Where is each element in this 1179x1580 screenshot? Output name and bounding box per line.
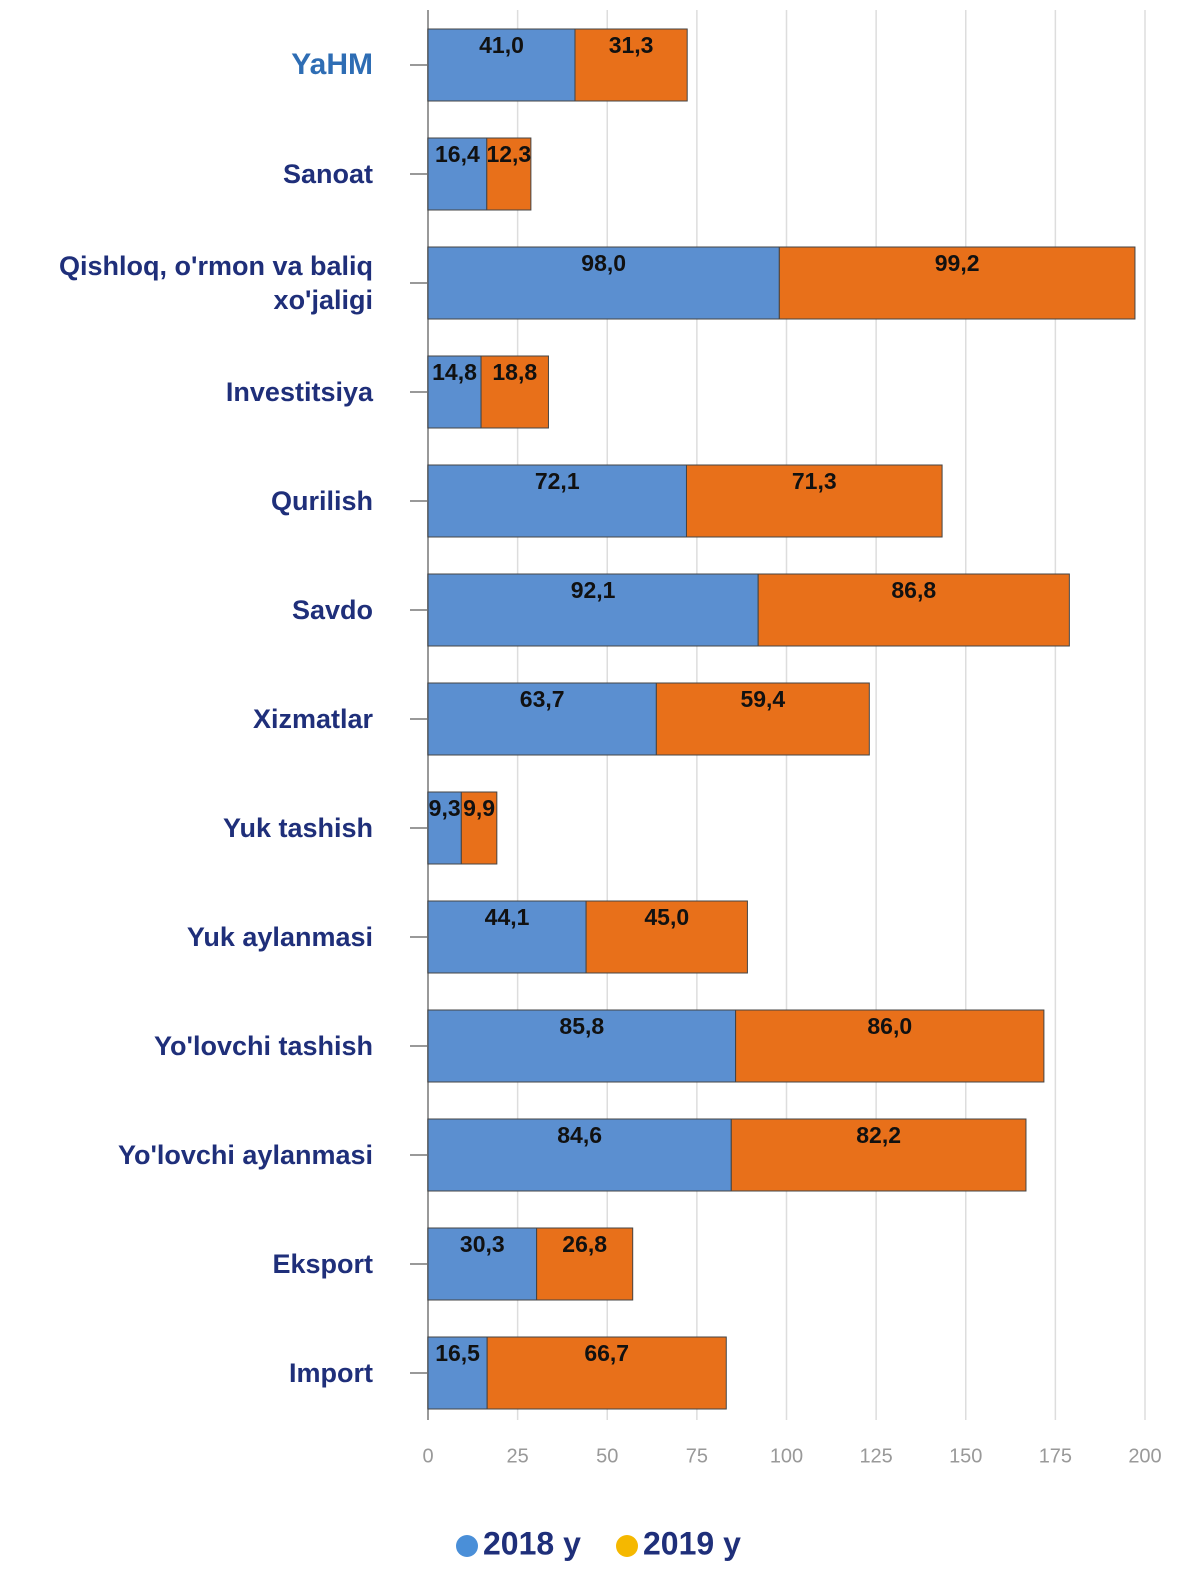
data-label: 18,8 <box>492 359 537 385</box>
category-label: Sanoat <box>282 159 373 189</box>
data-label: 14,8 <box>432 359 477 385</box>
category-label: Xizmatlar <box>252 704 373 734</box>
category-label: Eksport <box>272 1249 373 1279</box>
category-label: Import <box>289 1358 373 1388</box>
category-label: Investitsiya <box>225 377 373 407</box>
bar-segment <box>685 464 943 538</box>
bar-segment <box>574 28 688 102</box>
x-tick-label: 125 <box>859 1445 892 1467</box>
data-label: 63,7 <box>520 686 565 712</box>
category-label: Qurilish <box>270 486 373 516</box>
bar-segment <box>427 28 576 102</box>
category-label: Savdo <box>291 595 373 625</box>
data-label: 31,3 <box>609 32 654 58</box>
bar-segment <box>655 682 870 756</box>
x-tick-label: 25 <box>507 1445 529 1467</box>
x-tick-label: 0 <box>422 1445 433 1467</box>
data-label: 85,8 <box>559 1013 604 1039</box>
bar-segment <box>536 1227 634 1301</box>
x-tick-label: 75 <box>686 1445 708 1467</box>
category-label: YaHM <box>291 48 373 81</box>
legend-label: 2018 y <box>483 1525 581 1561</box>
data-label: 66,7 <box>584 1340 629 1366</box>
bar-segment <box>427 1227 538 1301</box>
bar-segment <box>585 900 748 974</box>
data-label: 9,3 <box>429 795 461 821</box>
data-label: 98,0 <box>581 250 626 276</box>
data-label: 71,3 <box>792 468 837 494</box>
bar-segment <box>427 464 687 538</box>
data-label: 72,1 <box>535 468 580 494</box>
data-label: 41,0 <box>479 32 524 58</box>
data-label: 86,8 <box>891 577 936 603</box>
bar-segment <box>427 900 587 974</box>
data-label: 16,4 <box>435 141 480 167</box>
bar-segment <box>480 355 549 429</box>
category-label: Qishloq, o'rmon va baliq xo'jaligi <box>59 251 373 315</box>
data-label: 99,2 <box>935 250 980 276</box>
bar-segment <box>427 246 780 320</box>
bar-segment <box>427 1009 737 1083</box>
data-label: 9,9 <box>463 795 495 821</box>
x-tick-label: 175 <box>1039 1445 1072 1467</box>
category-label: Yo'lovchi aylanmasi <box>117 1140 373 1170</box>
data-label: 16,5 <box>435 1340 480 1366</box>
data-label: 26,8 <box>562 1231 607 1257</box>
bar-segment <box>757 573 1070 647</box>
data-label: 84,6 <box>557 1122 602 1148</box>
data-label: 44,1 <box>485 904 530 930</box>
legend-marker <box>456 1535 478 1557</box>
legend-label: 2019 y <box>643 1525 741 1561</box>
bar-segment <box>427 137 488 211</box>
bar-segment <box>730 1118 1027 1192</box>
data-label: 82,2 <box>856 1122 901 1148</box>
data-label: 12,3 <box>486 141 531 167</box>
bar-segment <box>778 246 1136 320</box>
x-tick-label: 100 <box>770 1445 803 1467</box>
data-label: 86,0 <box>867 1013 912 1039</box>
bar-segment <box>427 1336 488 1410</box>
x-tick-label: 50 <box>596 1445 618 1467</box>
category-label: Yo'lovchi tashish <box>154 1031 373 1061</box>
bar-segment <box>486 1336 727 1410</box>
x-tick-label: 200 <box>1128 1445 1161 1467</box>
data-label: 92,1 <box>571 577 616 603</box>
bar-segment <box>486 137 532 211</box>
data-label: 59,4 <box>740 686 785 712</box>
bar-segment <box>735 1009 1045 1083</box>
bar-segment <box>427 355 482 429</box>
x-tick-label: 150 <box>949 1445 982 1467</box>
bar-segment <box>460 791 498 865</box>
data-label: 45,0 <box>644 904 689 930</box>
bar-segment <box>427 573 759 647</box>
category-label: Yuk aylanmasi <box>186 922 373 952</box>
bar-segment <box>427 791 462 865</box>
bar-segment <box>427 682 657 756</box>
bar-segment <box>427 1118 732 1192</box>
legend-marker <box>616 1535 638 1557</box>
data-label: 30,3 <box>460 1231 505 1257</box>
category-label: Yuk tashish <box>222 813 373 843</box>
